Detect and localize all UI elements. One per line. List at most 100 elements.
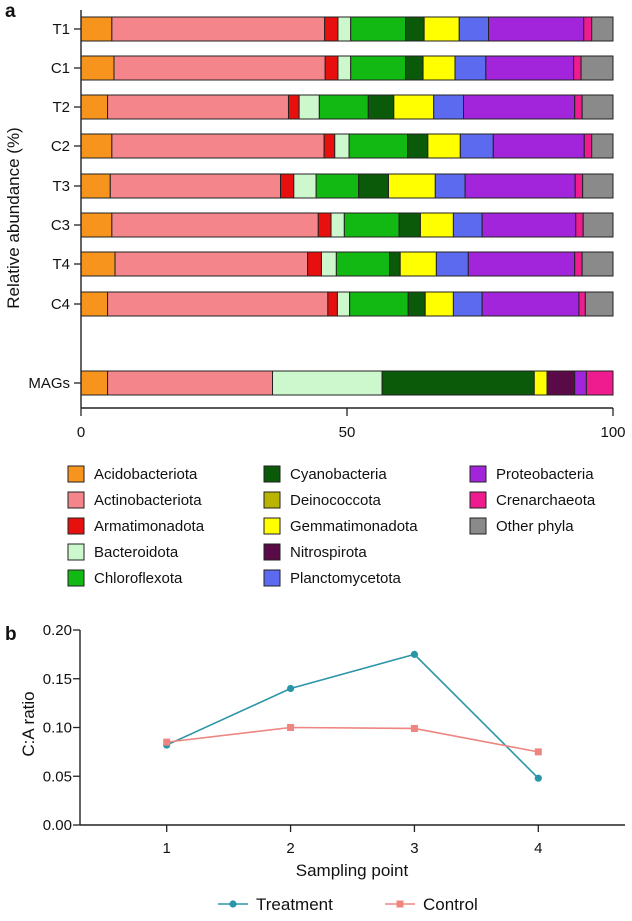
legend-label-nitrospirota: Nitrospirota: [290, 544, 367, 561]
bar-c2-cyanobacteria: [407, 133, 429, 159]
bar-c4-bacteroidota: [336, 291, 351, 317]
legend-swatch-deinococcota: [263, 491, 281, 509]
bar-mags-cyanobacteria: [381, 370, 535, 396]
bar-t2-crenarchaeota: [574, 94, 583, 120]
bar-t1-planctomycetota: [458, 16, 490, 42]
bar-c1-other-phyla: [580, 55, 614, 81]
legend-label-other-phyla: Other phyla: [496, 518, 574, 535]
bar-c3-other-phyla: [582, 212, 614, 238]
bar-t1-acidobacteriota: [80, 16, 113, 42]
bar-t3-other-phyla: [582, 173, 614, 199]
bar-t4-cyanobacteria: [389, 251, 401, 277]
y-tick-label-c3: C3: [51, 217, 70, 234]
bar-c3-cyanobacteria: [398, 212, 421, 238]
y-tick-label-t1: T1: [52, 21, 70, 38]
b-y-tick-label-0-00: 0.00: [43, 817, 72, 834]
bar-t1-other-phyla: [591, 16, 614, 42]
y-tick-label-mags: MAGs: [28, 375, 70, 392]
bar-c1-proteobacteria: [485, 55, 575, 81]
bar-c1-acidobacteriota: [80, 55, 115, 81]
legend-swatch-chloroflexota: [67, 569, 85, 587]
bar-c3-armatimonadota: [317, 212, 332, 238]
bar-mags-acidobacteriota: [80, 370, 109, 396]
legend-label-treatment: Treatment: [256, 895, 333, 914]
legend-label-planctomycetota: Planctomycetota: [290, 570, 402, 587]
b-y-tick-label-0-10: 0.10: [43, 720, 72, 737]
bar-t4-gemmatimonadota: [399, 251, 437, 277]
legend-swatch-crenarchaeota: [469, 491, 487, 509]
b-x-tick-label-4: 4: [534, 840, 542, 857]
bar-c4-acidobacteriota: [80, 291, 109, 317]
panel-b-line-chart: b C:A ratio Sampling point 0.000.050.100…: [5, 622, 625, 914]
panel-a-y-axis-title: Relative abundance (%): [4, 127, 23, 308]
panel-a-axes: T1 C1 T2 C2 T3 C3 T4 C4 MAGs 0 50 100: [28, 10, 626, 441]
legend-label-bacteroidota: Bacteroidota: [94, 544, 179, 561]
bar-t3-chloroflexota: [315, 173, 360, 199]
bar-t3-gemmatimonadota: [387, 173, 436, 199]
bar-t3-crenarchaeota: [574, 173, 584, 199]
legend-label-control: Control: [423, 895, 478, 914]
x-tick-label-50: 50: [339, 424, 356, 441]
bar-c2-bacteroidota: [334, 133, 350, 159]
bar-mags-actinobacteriota: [107, 370, 274, 396]
bar-c4-armatimonadota: [327, 291, 338, 317]
point-control-3: [410, 724, 418, 732]
bar-c2-actinobacteriota: [111, 133, 325, 159]
bar-t3-actinobacteriota: [109, 173, 282, 199]
bar-t2-proteobacteria: [463, 94, 576, 120]
bar-t4-acidobacteriota: [80, 251, 116, 277]
bar-c1-cyanobacteria: [405, 55, 424, 81]
bar-c2-acidobacteriota: [80, 133, 113, 159]
bar-c1-gemmatimonadota: [422, 55, 456, 81]
x-tick-label-0: 0: [77, 424, 85, 441]
bar-c3-crenarchaeota: [575, 212, 584, 238]
bar-mags-proteobacteria: [574, 370, 587, 396]
bar-c1-planctomycetota: [454, 55, 487, 81]
bar-t1-bacteroidota: [337, 16, 352, 42]
legend-label-proteobacteria: Proteobacteria: [496, 466, 594, 483]
panel-b-label: b: [5, 624, 17, 645]
x-tick-label-100: 100: [600, 424, 625, 441]
legend-swatch-actinobacteriota: [67, 491, 85, 509]
bar-t4-actinobacteriota: [114, 251, 309, 277]
panel-a-stacked-bar-chart: a Relative abundance (%) T1 C1 T2 C2 T3 C3 T4 C…: [4, 1, 626, 587]
line-treatment: [166, 653, 539, 779]
bar-t4-armatimonadota: [307, 251, 322, 277]
legend-label-cyanobacteria: Cyanobacteria: [290, 466, 387, 483]
bar-t2-actinobacteriota: [107, 94, 289, 120]
bar-c3-acidobacteriota: [80, 212, 113, 238]
bar-c3-actinobacteriota: [111, 212, 319, 238]
bar-c4-other-phyla: [584, 291, 614, 317]
b-y-tick-label-0-15: 0.15: [43, 671, 72, 688]
bar-c2-gemmatimonadota: [427, 133, 461, 159]
bar-c2-planctomycetota: [459, 133, 494, 159]
legend-marker-treatment: [229, 900, 237, 908]
bar-c2-armatimonadota: [323, 133, 336, 159]
panel-a-bars: [80, 16, 614, 396]
bar-c1-armatimonadota: [324, 55, 339, 81]
legend-swatch-gemmatimonadota: [263, 517, 281, 535]
bar-t1-proteobacteria: [488, 16, 585, 42]
bar-t3-acidobacteriota: [80, 173, 111, 199]
bar-t1-actinobacteriota: [111, 16, 326, 42]
bar-t2-chloroflexota: [318, 94, 369, 120]
panel-a-label: a: [5, 1, 16, 22]
panel-b-axes: 0.00 0.05 0.10 0.15 0.20 1 2 3 4: [43, 622, 625, 857]
y-tick-label-t2: T2: [52, 99, 70, 116]
bar-c4-crenarchaeota: [578, 291, 586, 317]
b-x-tick-label-2: 2: [286, 840, 294, 857]
bar-t1-armatimonadota: [324, 16, 339, 42]
bar-mags-bacteroidota: [272, 370, 383, 396]
legend-swatch-other-phyla: [469, 517, 487, 535]
bar-t1-crenarchaeota: [583, 16, 593, 42]
line-control: [166, 726, 539, 753]
bar-t4-planctomycetota: [435, 251, 469, 277]
point-treatment-2: [286, 684, 295, 693]
point-treatment-3: [410, 650, 419, 658]
legend-swatch-cyanobacteria: [263, 465, 281, 483]
bar-c4-planctomycetota: [452, 291, 483, 317]
bar-mags-gemmatimonadota: [533, 370, 548, 396]
legend-label-actinobacteriota: Actinobacteriota: [94, 492, 202, 509]
y-tick-label-t3: T3: [52, 178, 70, 195]
